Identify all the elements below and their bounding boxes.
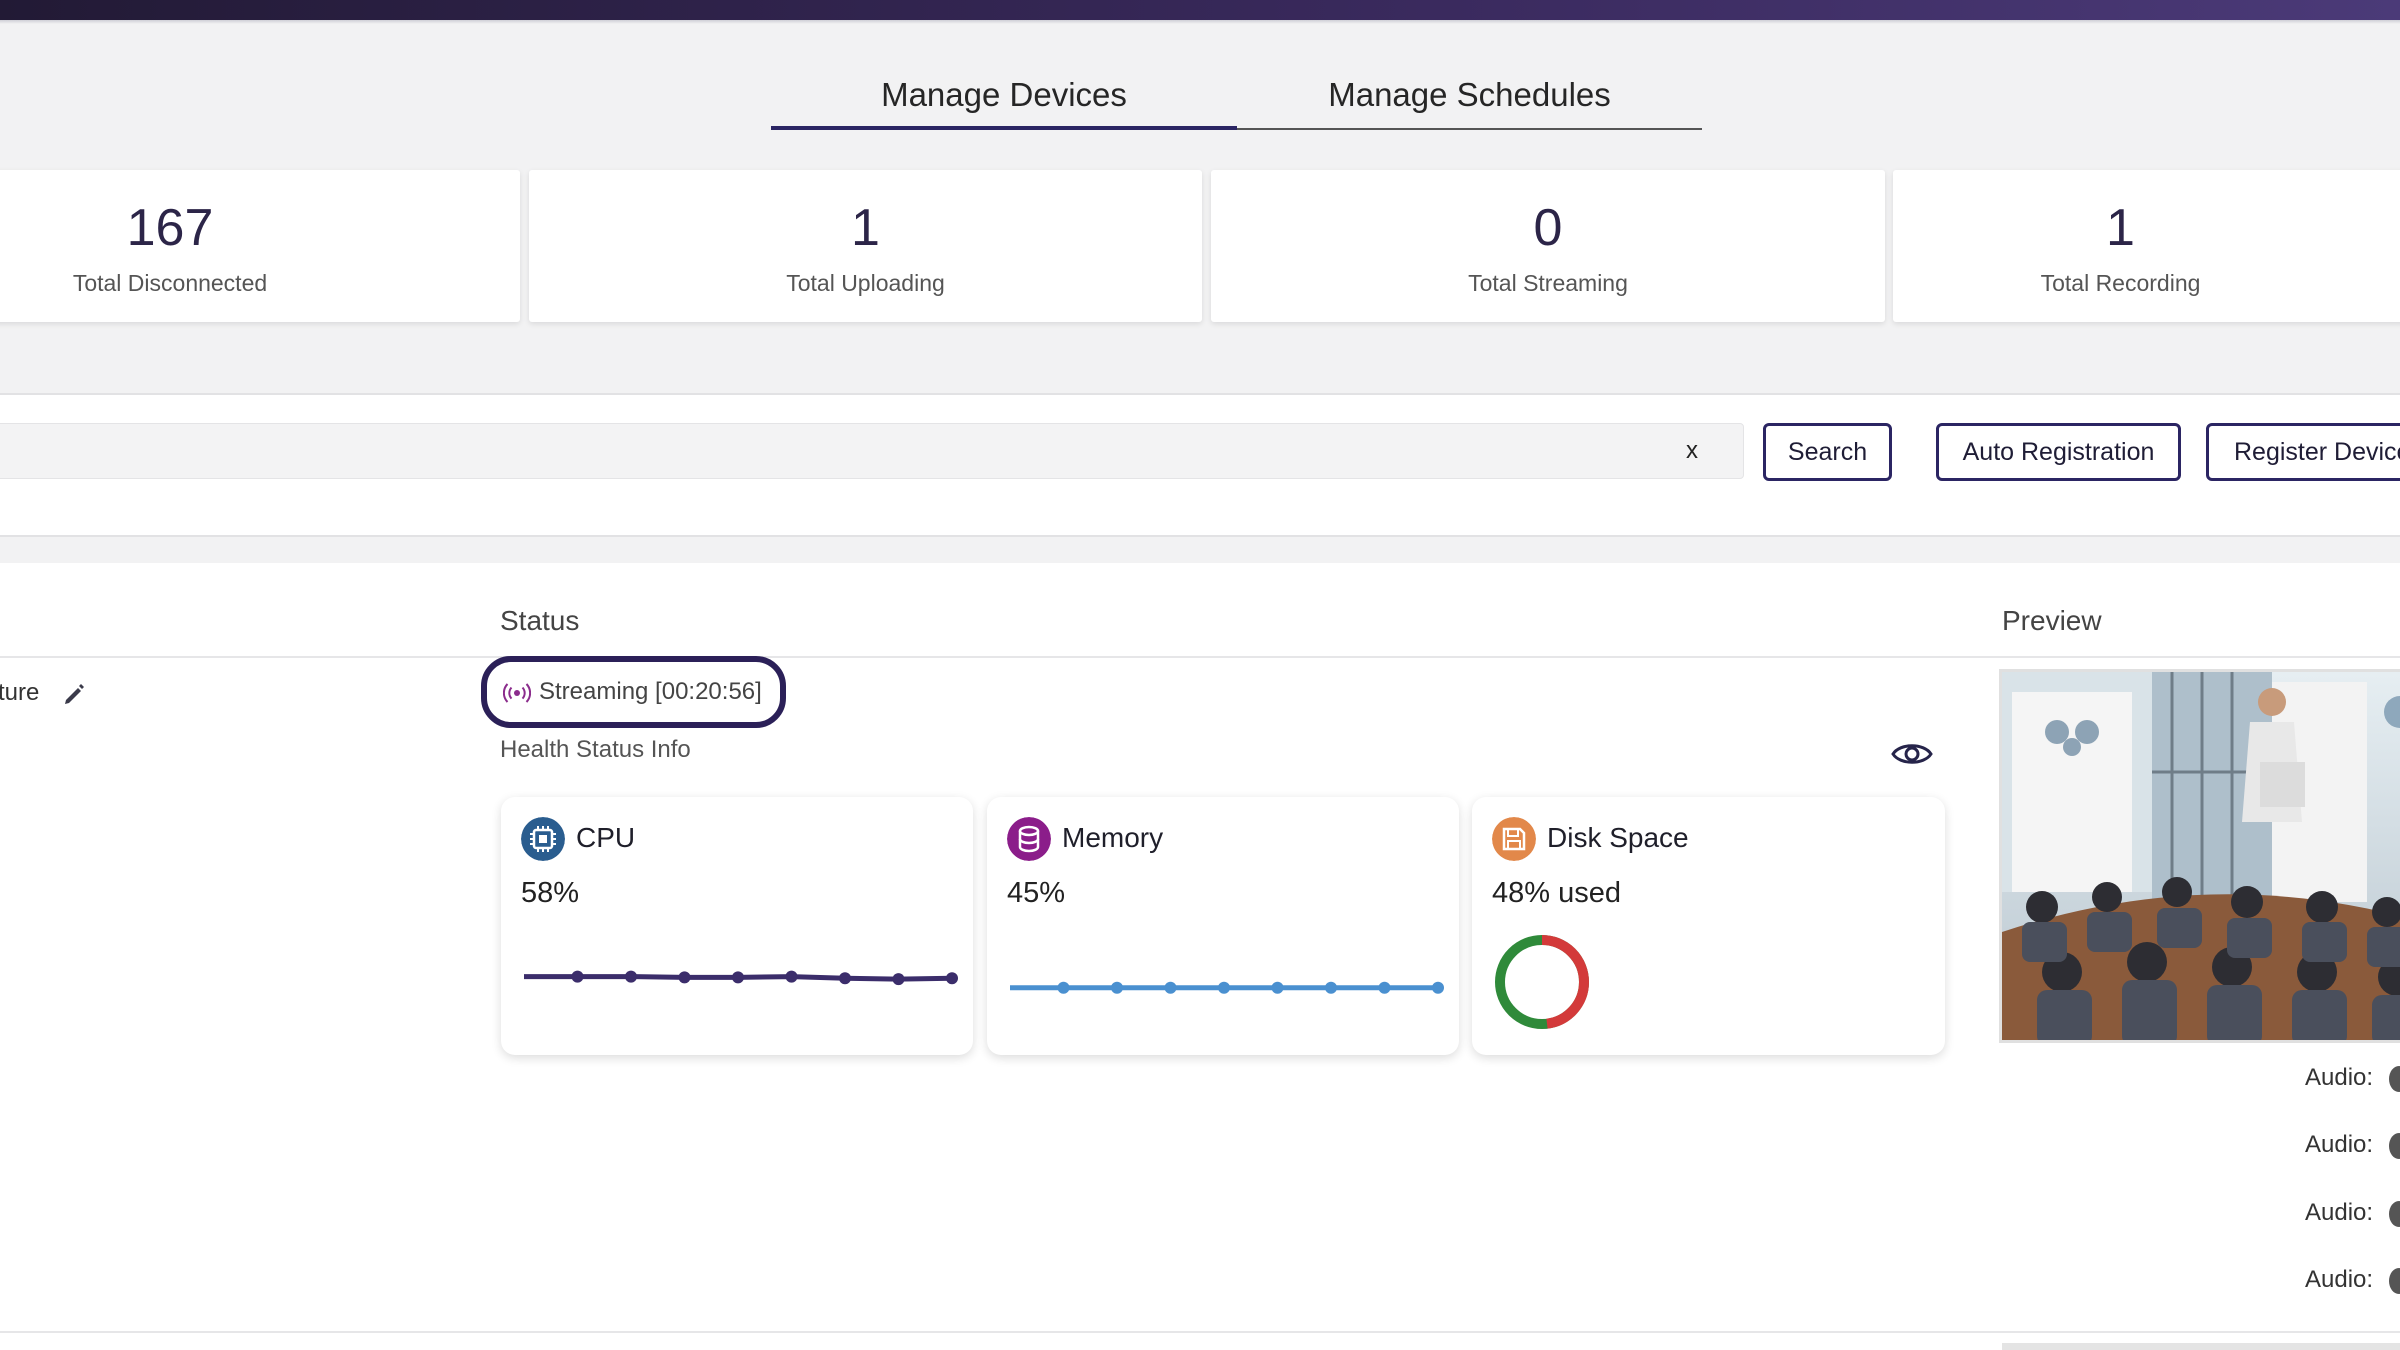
tab-bar: Manage Devices Manage Schedules — [771, 66, 1702, 130]
header-divider — [0, 656, 2400, 658]
stat-card-uploading: 1 Total Uploading — [529, 170, 1202, 322]
sparkline-point — [946, 972, 958, 985]
stat-label: Total Uploading — [786, 270, 945, 296]
search-input[interactable] — [0, 423, 1744, 479]
eye-icon[interactable] — [1890, 738, 1934, 770]
register-device-button[interactable]: Register Device — [2206, 423, 2400, 481]
edit-pencil-icon[interactable] — [60, 680, 88, 708]
status-text: Streaming [00:20:56] — [539, 678, 762, 705]
audio-label: Audio: — [2305, 1131, 2400, 1159]
audio-label: Audio: — [2305, 1266, 2400, 1294]
sparkline-point — [839, 972, 851, 985]
audio-text: Audio: — [2305, 1064, 2374, 1091]
cpu-chip-icon — [521, 817, 565, 861]
header-shadow — [0, 20, 2400, 24]
sparkline-point — [625, 970, 637, 983]
device-name: ture — [0, 679, 40, 706]
stat-card-recording: 1 Total Recording — [1893, 170, 2400, 322]
audio-text: Audio: — [2305, 1131, 2374, 1158]
health-status-label: Health Status Info — [500, 736, 691, 763]
sparkline-point — [785, 970, 798, 983]
sparkline-point — [1057, 981, 1070, 994]
database-icon — [1007, 817, 1051, 861]
disk-title: Disk Space — [1547, 822, 1689, 853]
audio-indicator-icon — [2389, 1066, 2400, 1092]
audio-indicator-icon — [2389, 1268, 2400, 1294]
sparkline-point — [571, 970, 584, 983]
sparkline-point — [1378, 981, 1391, 994]
memory-value: 45% — [1007, 877, 1066, 909]
tab-manage-devices[interactable]: Manage Devices — [771, 66, 1237, 130]
next-row-preview — [2002, 1343, 2400, 1350]
status-badge-streaming: Streaming [00:20:56] — [481, 656, 786, 728]
memory-health-card: Memory 45% — [987, 797, 1459, 1055]
sparkline-point — [1111, 981, 1123, 994]
audio-indicator-icon — [2389, 1201, 2400, 1227]
stat-value: 1 — [851, 199, 880, 257]
tab-manage-schedules[interactable]: Manage Schedules — [1328, 76, 1611, 113]
audio-label: Audio: — [2305, 1064, 2400, 1092]
stat-value: 1 — [2106, 199, 2135, 257]
cpu-sparkline — [524, 970, 958, 986]
auto-registration-button[interactable]: Auto Registration — [1936, 423, 2181, 481]
memory-sparkline — [1010, 981, 1444, 994]
clear-search-button[interactable]: x — [1686, 437, 1698, 464]
column-header-status: Status — [500, 605, 580, 636]
disk-usage-donut — [1495, 935, 1589, 1029]
cpu-value: 58% — [521, 877, 580, 909]
sparkline-point — [732, 971, 744, 984]
stream-preview-image[interactable] — [1999, 669, 2400, 1043]
cpu-health-card: CPU 58% — [501, 797, 973, 1055]
floppy-disk-icon — [1492, 817, 1536, 861]
conference-photo — [2002, 672, 2400, 1040]
audio-text: Audio: — [2305, 1199, 2374, 1226]
stat-label: Total Streaming — [1468, 270, 1628, 296]
column-header-preview: Preview — [2002, 605, 2102, 636]
stat-value: 167 — [126, 199, 214, 257]
broadcast-icon — [503, 683, 531, 703]
audio-text: Audio: — [2305, 1266, 2374, 1293]
top-header-bar — [0, 0, 2400, 20]
sparkline-point — [1271, 981, 1284, 994]
donut-used-segment — [1495, 935, 1589, 1029]
stat-card-disconnected: 167 Total Disconnected — [0, 170, 520, 322]
search-button[interactable]: Search — [1763, 423, 1892, 481]
sparkline-point — [1164, 981, 1177, 994]
disk-space-health-card: Disk Space 48% used — [1472, 797, 1945, 1055]
sparkline-point — [678, 971, 691, 984]
memory-title: Memory — [1062, 822, 1164, 853]
stat-label: Total Recording — [2040, 270, 2201, 296]
row-divider — [0, 1331, 2400, 1333]
sparkline-point — [892, 973, 905, 986]
stat-value: 0 — [1533, 199, 1563, 257]
audio-label: Audio: — [2305, 1199, 2400, 1227]
sparkline-point — [1432, 981, 1444, 994]
audio-indicator-icon — [2389, 1133, 2400, 1159]
stat-label: Total Disconnected — [72, 270, 268, 296]
sparkline-point — [1325, 981, 1337, 994]
sparkline-point — [1218, 981, 1230, 994]
disk-value: 48% used — [1492, 877, 1621, 909]
cpu-title: CPU — [576, 822, 636, 853]
stat-card-streaming: 0 Total Streaming — [1211, 170, 1885, 322]
